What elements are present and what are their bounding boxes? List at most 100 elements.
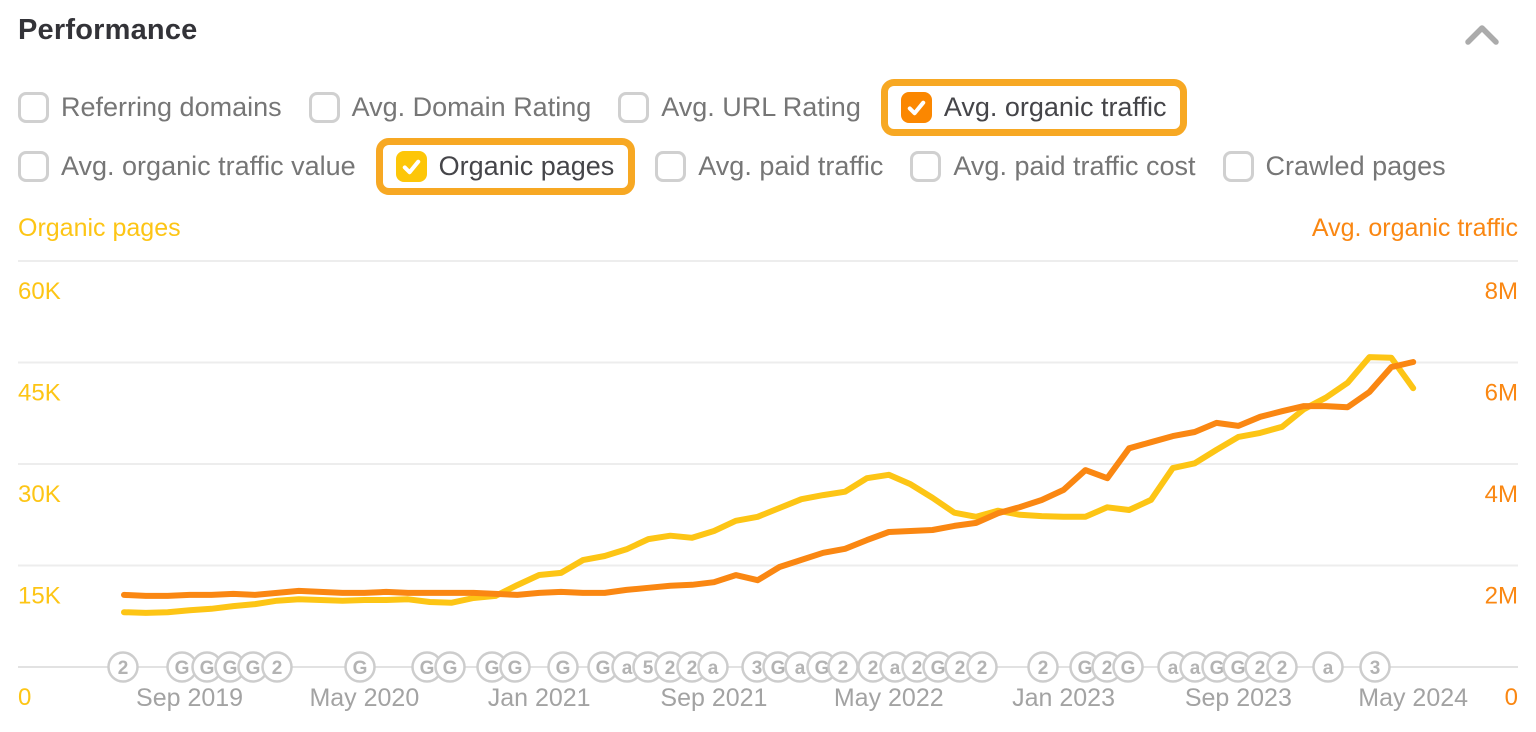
svg-text:2: 2 [955, 658, 966, 679]
svg-text:6M: 6M [1485, 380, 1518, 407]
svg-text:G: G [815, 658, 830, 679]
event-marker-G[interactable]: G [762, 651, 794, 683]
event-marker-2[interactable]: 2 [1027, 651, 1059, 683]
svg-text:G: G [931, 658, 946, 679]
metric-checkbox-avg-organic-traffic-value[interactable]: Avg. organic traffic value [18, 151, 356, 182]
event-marker-G[interactable]: G [434, 651, 466, 683]
event-marker-2[interactable]: 2 [966, 651, 998, 683]
metric-highlight-box: Organic pages [375, 138, 636, 195]
svg-text:G: G [485, 658, 500, 679]
event-marker-3[interactable]: 3 [1359, 651, 1391, 683]
svg-text:2: 2 [687, 658, 698, 679]
metric-label: Organic pages [438, 150, 615, 181]
svg-text:60K: 60K [18, 278, 61, 305]
unchecked-checkbox-icon[interactable] [618, 92, 650, 123]
metrics-row-1: Referring domains Avg. Domain Rating Avg. … [18, 79, 1188, 136]
event-marker-2[interactable]: 2 [944, 651, 976, 683]
svg-text:Sep 2023: Sep 2023 [1185, 684, 1292, 712]
metric-checkbox-avg-paid-traffic[interactable]: Avg. paid traffic [655, 151, 883, 182]
event-marker-2[interactable]: 2 [1266, 651, 1298, 683]
event-marker-G[interactable]: G [547, 651, 579, 683]
metric-label: Avg. paid traffic [698, 150, 884, 181]
checked-checkbox-icon[interactable] [395, 151, 427, 182]
svg-text:G: G [420, 658, 435, 679]
svg-text:Sep 2019: Sep 2019 [136, 684, 243, 712]
event-marker-G[interactable]: G [214, 651, 246, 683]
svg-text:May 2024: May 2024 [1358, 684, 1468, 712]
metrics-row-2: Avg. organic traffic value Organic pages A… [18, 138, 1446, 195]
svg-text:3: 3 [752, 658, 763, 679]
svg-text:2: 2 [1038, 658, 1049, 679]
metric-checkbox-avg-paid-traffic-cost[interactable]: Avg. paid traffic cost [910, 150, 1196, 182]
event-marker-2[interactable]: 2 [261, 651, 293, 683]
metric-label: Avg. organic traffic value [61, 150, 356, 181]
svg-text:G: G [771, 658, 786, 679]
svg-text:5: 5 [643, 658, 654, 679]
collapse-panel-button[interactable] [1462, 18, 1502, 50]
metric-checkbox-organic-pages[interactable]: Organic pages [395, 150, 615, 182]
event-marker-G[interactable]: G [499, 651, 531, 683]
metric-checkbox-crawled-pages[interactable]: Crawled pages [1222, 150, 1446, 182]
metric-label: Avg. paid traffic cost [953, 150, 1196, 181]
svg-text:G: G [1121, 658, 1136, 679]
event-marker-2[interactable]: 2 [827, 651, 859, 683]
event-marker-G[interactable]: G [1112, 651, 1144, 683]
svg-text:2: 2 [838, 658, 849, 679]
unchecked-checkbox-icon[interactable] [18, 151, 49, 182]
svg-text:Jan 2021: Jan 2021 [488, 684, 591, 712]
svg-text:2: 2 [977, 658, 988, 679]
svg-text:2: 2 [118, 658, 129, 679]
svg-text:0: 0 [18, 684, 31, 711]
svg-text:2M: 2M [1485, 583, 1518, 610]
panel-title: Performance [18, 14, 198, 46]
svg-text:Sep 2021: Sep 2021 [660, 684, 767, 712]
svg-text:G: G [175, 658, 190, 679]
metric-checkbox-avg-domain-rating[interactable]: Avg. Domain Rating [308, 92, 591, 123]
svg-text:30K: 30K [18, 481, 61, 508]
check-icon [907, 100, 926, 116]
svg-text:G: G [1078, 658, 1093, 679]
metric-checkbox-avg-url-rating[interactable]: Avg. URL Rating [618, 92, 861, 123]
event-marker-a[interactable]: a [1312, 651, 1344, 683]
panel-header: Performance [18, 14, 1518, 50]
event-marker-G[interactable]: G [476, 651, 508, 683]
event-marker-G[interactable]: G [1222, 651, 1254, 683]
unchecked-checkbox-icon[interactable] [18, 92, 49, 123]
metric-highlight-box: Avg. organic traffic [880, 79, 1188, 136]
svg-text:G: G [223, 658, 238, 679]
unchecked-checkbox-icon[interactable] [1222, 151, 1254, 182]
event-marker-G[interactable]: G [344, 651, 376, 683]
svg-text:a: a [708, 658, 719, 679]
metric-checkbox-referring-domains[interactable]: Referring domains [18, 92, 282, 123]
performance-chart[interactable]: Organic pages Avg. organic traffic 60K 45K 3… [0, 212, 1536, 732]
svg-text:G: G [1210, 658, 1225, 679]
unchecked-checkbox-icon[interactable] [910, 151, 942, 182]
metric-label: Crawled pages [1265, 150, 1446, 181]
svg-text:2: 2 [1277, 658, 1288, 679]
svg-text:a: a [890, 658, 901, 679]
svg-text:G: G [556, 658, 571, 679]
svg-text:a: a [622, 658, 633, 679]
svg-text:8M: 8M [1485, 278, 1518, 305]
svg-text:May 2020: May 2020 [309, 684, 419, 712]
chevron-up-icon [1465, 25, 1499, 45]
svg-text:2: 2 [1255, 658, 1266, 679]
event-marker-G[interactable]: G [587, 651, 619, 683]
svg-text:G: G [353, 658, 368, 679]
event-marker-2[interactable]: 2 [107, 651, 139, 683]
svg-text:2: 2 [912, 658, 923, 679]
svg-text:a: a [1323, 658, 1334, 679]
check-icon [402, 159, 420, 175]
svg-text:15K: 15K [18, 583, 61, 610]
svg-text:G: G [200, 658, 215, 679]
svg-text:a: a [795, 658, 806, 679]
svg-text:2: 2 [868, 658, 879, 679]
metric-checkbox-avg-organic-traffic[interactable]: Avg. organic traffic [900, 92, 1166, 123]
event-marker-a[interactable]: a [697, 651, 729, 683]
checked-checkbox-icon[interactable] [900, 92, 932, 123]
unchecked-checkbox-icon[interactable] [655, 151, 687, 182]
unchecked-checkbox-icon[interactable] [308, 92, 340, 123]
svg-text:3: 3 [1370, 658, 1381, 679]
svg-text:2: 2 [1102, 658, 1113, 679]
